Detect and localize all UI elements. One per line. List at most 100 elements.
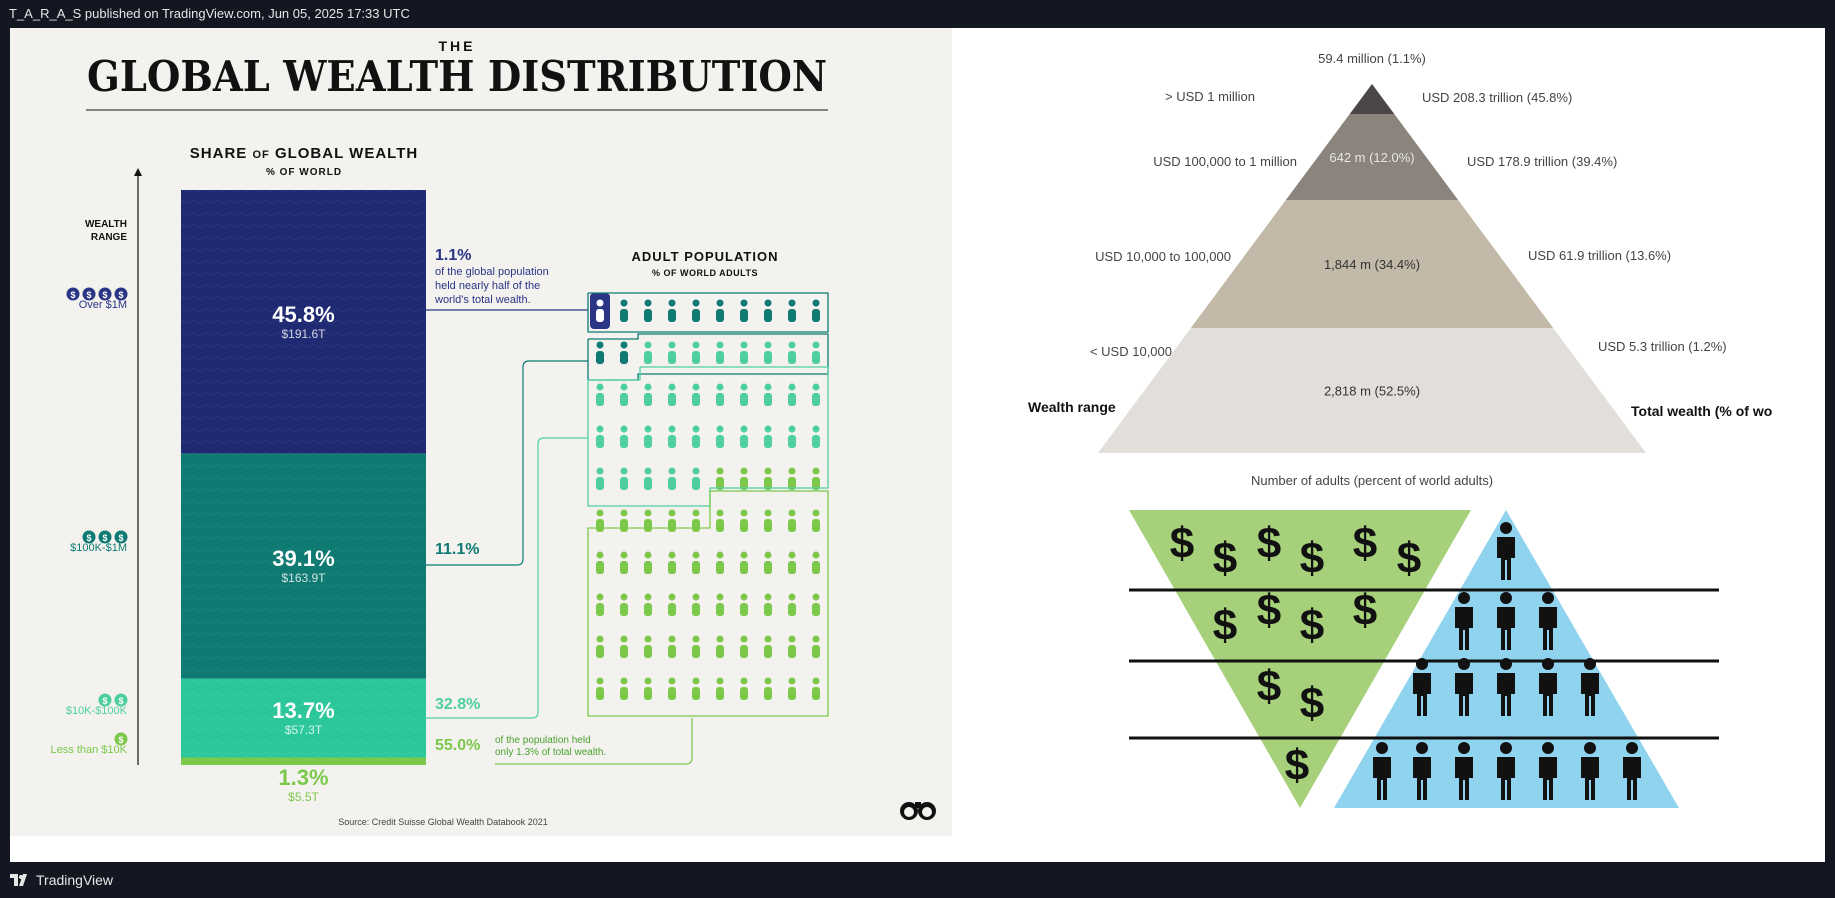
- person-icon: [812, 551, 820, 559]
- person-body: [764, 603, 772, 616]
- person-body: [740, 435, 748, 448]
- wealth-bar-texture: [181, 190, 426, 454]
- person-icon: [812, 467, 820, 475]
- person-body: [644, 645, 652, 658]
- wealth-bars: 45.8%$191.6T 39.1%$163.9T 13.7%$57.3T 1.3%$…: [181, 190, 426, 804]
- person-body: [620, 645, 628, 658]
- adult-pct-label: 55.0%: [435, 737, 480, 754]
- person-body: [812, 687, 820, 700]
- person-body: [668, 519, 676, 532]
- person-icon: [668, 551, 676, 559]
- person-icon: [740, 425, 748, 433]
- person-icon: [596, 635, 604, 643]
- person-body: [596, 687, 604, 700]
- person-icon: [668, 467, 676, 475]
- wealth-range-header: Wealth range: [1028, 399, 1116, 415]
- person-body: [716, 603, 724, 616]
- person-icon: [716, 383, 724, 391]
- person-body: [692, 603, 700, 616]
- person-icon: [788, 509, 796, 517]
- person-icon: [668, 509, 676, 517]
- pyramid-adults-label: 2,818 m (52.5%): [1324, 384, 1420, 399]
- adult-pct-label: 32.8%: [435, 696, 480, 713]
- person-body: [812, 477, 820, 490]
- person-icon: [692, 467, 700, 475]
- person-icon: [716, 635, 724, 643]
- global-wealth-infographic: THE GLOBAL WEALTH DISTRIBUTION SHARE OF …: [10, 28, 952, 836]
- person-body: [644, 435, 652, 448]
- coin-symbol: $: [118, 533, 123, 543]
- person-body: [764, 561, 772, 574]
- person-icon: [692, 635, 700, 643]
- coin-icon: [98, 530, 112, 544]
- person-body: [740, 603, 748, 616]
- person-body: [764, 645, 772, 658]
- tradingview-logo[interactable]: TradingView: [10, 872, 113, 888]
- person-body: [740, 645, 748, 658]
- pyramid-tier: [1098, 328, 1646, 453]
- person-body: [764, 309, 772, 322]
- person-icon: [692, 383, 700, 391]
- person-body: [788, 477, 796, 490]
- person-body: [668, 561, 676, 574]
- person-body: [716, 519, 724, 532]
- person-body: [644, 393, 652, 406]
- person-icon: [668, 341, 676, 349]
- tradingview-logo-icon: [10, 874, 27, 886]
- footer-brand: TradingView: [36, 872, 114, 888]
- person-icon: [812, 635, 820, 643]
- connector-line: [426, 360, 588, 566]
- person-body: [692, 477, 700, 490]
- person-body: [596, 561, 604, 574]
- person-icon: [596, 677, 604, 685]
- person-icon: [764, 341, 772, 349]
- adult-pct-label: 11.1%: [435, 541, 479, 558]
- share-subtitle: % OF WORLD: [266, 167, 342, 178]
- person-body: [644, 477, 652, 490]
- person-body: [668, 393, 676, 406]
- coin-symbol: $: [102, 696, 107, 706]
- person-icon: [620, 677, 628, 685]
- wealth-pyramid-panel: 642 m (12.0%) 1,844 m (34.4%) 2,818 m (52.…: [952, 28, 1825, 862]
- person-body: [620, 309, 628, 322]
- person-body: [692, 687, 700, 700]
- person-icon: [716, 425, 724, 433]
- person-figure-icon: [1497, 522, 1515, 580]
- pyramid-range-label: USD 10,000 to 100,000: [1095, 249, 1231, 264]
- dollar-icon: $: [1300, 679, 1324, 728]
- person-icon: [812, 425, 820, 433]
- person-body: [812, 309, 820, 322]
- dollar-icon: $: [1213, 601, 1237, 650]
- bar-value-label: 39.1%: [272, 546, 334, 571]
- person-body: [596, 393, 604, 406]
- dollar-icon: $: [1353, 519, 1377, 568]
- person-figure-icon: [1497, 742, 1515, 800]
- person-body: [620, 519, 628, 532]
- person-icon: [620, 509, 628, 517]
- group-outline: [587, 292, 829, 333]
- coin-symbol: $: [118, 735, 123, 745]
- person-body: [788, 519, 796, 532]
- pyramid-range-label: USD 100,000 to 1 million: [1153, 154, 1297, 169]
- person-icon: [740, 509, 748, 517]
- total-wealth-header: Total wealth (% of wo: [1631, 403, 1772, 419]
- page-title: GLOBAL WEALTH DISTRIBUTION: [87, 52, 827, 101]
- person-body: [596, 645, 604, 658]
- person-body: [692, 309, 700, 322]
- pyramid-adults-label: 642 m (12.0%): [1329, 150, 1414, 165]
- connector-line: [495, 718, 693, 765]
- note-top-pct: 1.1%: [435, 247, 471, 264]
- person-body: [788, 645, 796, 658]
- person-icon: [692, 551, 700, 559]
- range-label: Over $1M: [79, 299, 127, 311]
- person-body: [620, 393, 628, 406]
- person-body: [668, 351, 676, 364]
- person-body: [812, 519, 820, 532]
- note-top-line3: world's total wealth.: [434, 294, 531, 306]
- bar-value-label: 1.3%: [278, 765, 328, 790]
- person-body: [740, 687, 748, 700]
- group-outline: [587, 490, 829, 717]
- person-icon: [692, 509, 700, 517]
- pyramid-tier: [1349, 84, 1395, 114]
- person-icon: [812, 383, 820, 391]
